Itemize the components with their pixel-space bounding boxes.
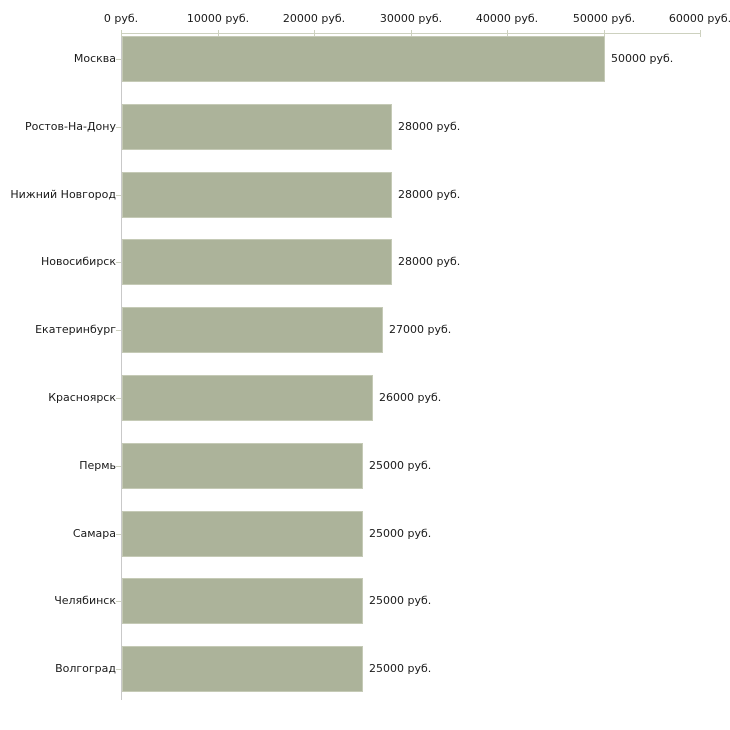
x-tick-mark [507,30,508,37]
x-tick-mark [700,30,701,37]
x-tick-label: 60000 руб. [668,12,730,25]
bar [122,104,392,150]
category-label: Новосибирск [40,255,116,268]
value-label: 25000 руб. [369,459,432,472]
x-tick-label: 0 руб. [103,12,139,25]
category-label: Нижний Новгород [10,188,116,201]
value-label: 25000 руб. [369,594,432,607]
bar [122,646,363,692]
category-label: Ростов-На-Дону [24,120,116,133]
category-tick-mark [116,466,121,467]
x-tick-mark [314,30,315,37]
x-tick-mark [121,30,122,37]
category-tick-mark [116,262,121,263]
category-label: Москва [73,52,116,65]
x-tick-label: 50000 руб. [572,12,636,25]
bar [122,375,373,421]
category-tick-mark [116,601,121,602]
value-label: 25000 руб. [369,527,432,540]
x-tick-mark [218,30,219,37]
value-label: 27000 руб. [389,323,452,336]
category-label: Красноярск [48,391,116,404]
x-tick-label: 10000 руб. [186,12,250,25]
bar [122,172,392,218]
category-label: Пермь [79,459,116,472]
bar [122,578,363,624]
category-label: Екатеринбург [35,323,116,336]
value-label: 28000 руб. [398,120,461,133]
x-tick-mark [604,30,605,37]
value-label: 26000 руб. [379,391,442,404]
bar [122,307,383,353]
x-tick-mark [411,30,412,37]
bar [122,36,605,82]
value-label: 28000 руб. [398,188,461,201]
category-tick-mark [116,127,121,128]
x-tick-label: 20000 руб. [282,12,346,25]
y-axis-line [121,33,122,700]
category-label: Самара [72,527,116,540]
x-tick-label: 30000 руб. [379,12,443,25]
category-tick-mark [116,534,121,535]
bar [122,511,363,557]
x-tick-label: 40000 руб. [475,12,539,25]
value-label: 28000 руб. [398,255,461,268]
category-label: Челябинск [54,594,116,607]
category-tick-mark [116,59,121,60]
category-tick-mark [116,330,121,331]
value-label: 50000 руб. [611,52,674,65]
bar [122,239,392,285]
category-tick-mark [116,195,121,196]
category-tick-mark [116,669,121,670]
value-label: 25000 руб. [369,662,432,675]
category-label: Волгоград [55,662,116,675]
bar [122,443,363,489]
category-tick-mark [116,398,121,399]
